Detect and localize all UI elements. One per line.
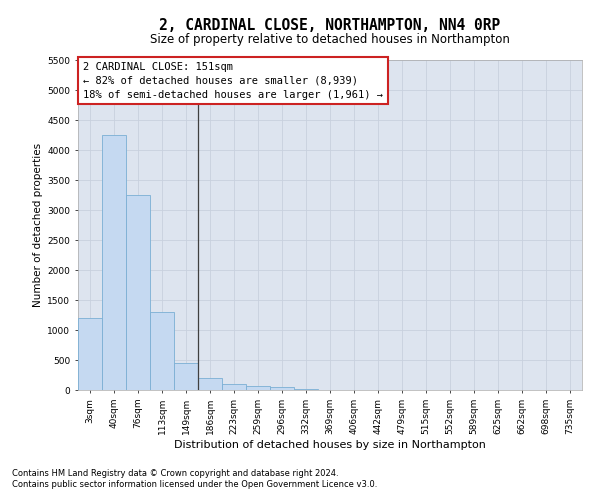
Bar	[102, 135, 126, 390]
Bar	[126, 195, 150, 390]
Text: Size of property relative to detached houses in Northampton: Size of property relative to detached ho…	[150, 32, 510, 46]
Bar	[174, 363, 198, 390]
Text: 2 CARDINAL CLOSE: 151sqm
← 82% of detached houses are smaller (8,939)
18% of sem: 2 CARDINAL CLOSE: 151sqm ← 82% of detach…	[83, 62, 383, 100]
Bar	[78, 318, 102, 390]
Text: 2, CARDINAL CLOSE, NORTHAMPTON, NN4 0RP: 2, CARDINAL CLOSE, NORTHAMPTON, NN4 0RP	[160, 18, 500, 32]
Bar	[222, 384, 246, 390]
Bar	[246, 386, 270, 390]
Bar	[270, 387, 294, 390]
X-axis label: Distribution of detached houses by size in Northampton: Distribution of detached houses by size …	[174, 440, 486, 450]
Bar	[198, 378, 222, 390]
Text: Contains public sector information licensed under the Open Government Licence v3: Contains public sector information licen…	[12, 480, 377, 489]
Text: Contains HM Land Registry data © Crown copyright and database right 2024.: Contains HM Land Registry data © Crown c…	[12, 468, 338, 477]
Y-axis label: Number of detached properties: Number of detached properties	[33, 143, 43, 307]
Bar	[150, 312, 174, 390]
